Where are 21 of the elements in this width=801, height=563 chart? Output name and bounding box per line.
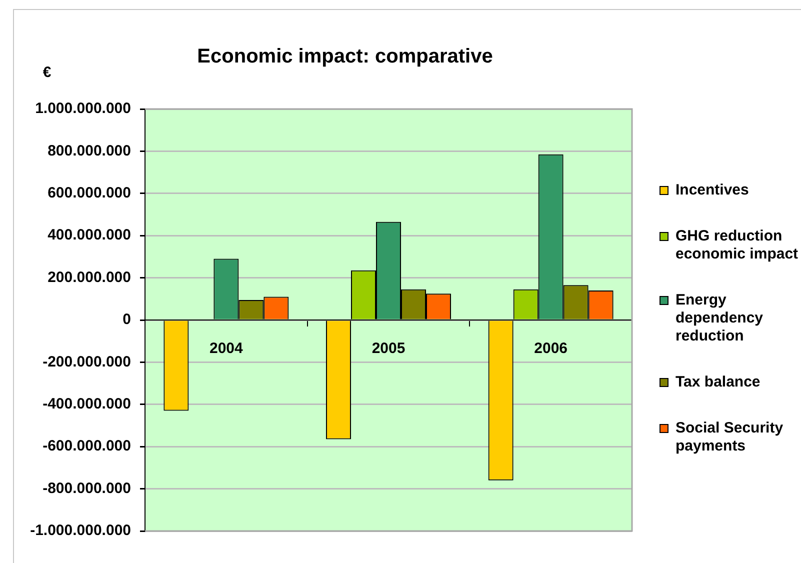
y-tick-label: -1.000.000.000 <box>30 522 131 540</box>
y-tick-label: -200.000.000 <box>42 353 131 370</box>
chart-title: Economic impact: comparative <box>197 46 493 68</box>
y-tick-label: 200.000.000 <box>48 268 131 286</box>
legend-label: Social Security payments <box>676 420 784 455</box>
legend-label: Tax balance <box>676 374 760 391</box>
y-tick-label: -400.000.000 <box>42 396 131 413</box>
legend-label: Incentives <box>676 182 749 199</box>
legend-label: Energy dependency reduction <box>676 292 764 345</box>
y-tick-label: 800.000.000 <box>48 142 131 160</box>
legend-label: GHG reduction economic impact <box>676 228 798 263</box>
x-tick-label: 2004 <box>209 340 244 358</box>
y-axis-title: € <box>42 64 52 82</box>
y-tick-label: -600.000.000 <box>42 438 131 455</box>
x-tick-label: 2005 <box>372 340 406 358</box>
y-tick-label: -800.000.000 <box>42 480 131 497</box>
y-tick-label: 400.000.000 <box>48 226 131 244</box>
y-tick-label: 600.000.000 <box>48 184 131 202</box>
x-tick-label: 2006 <box>534 340 568 358</box>
y-tick-label: 1.000.000.000 <box>35 100 131 118</box>
y-tick-label: 0 <box>122 311 131 328</box>
